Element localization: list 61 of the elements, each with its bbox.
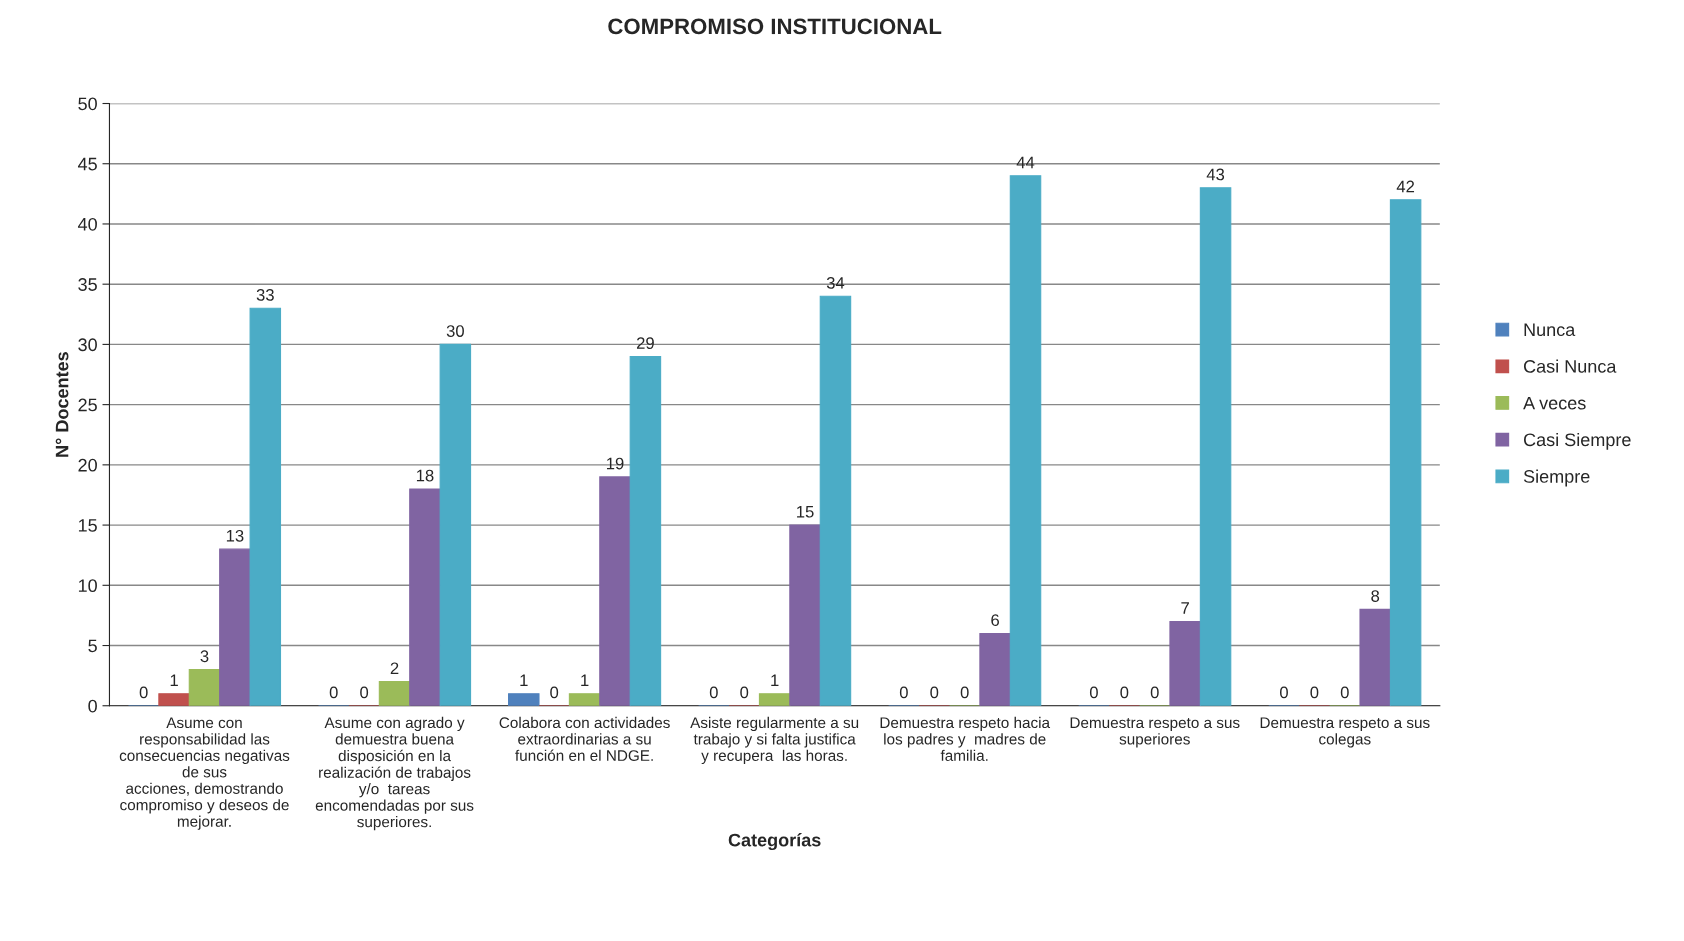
- y-tick-label: 5: [88, 639, 97, 653]
- data-label: 3: [200, 650, 209, 663]
- data-label: 15: [797, 505, 814, 518]
- data-label: 13: [226, 529, 244, 542]
- data-label: 0: [740, 686, 749, 699]
- data-label: 1: [581, 674, 589, 687]
- y-tick-label: 50: [78, 97, 97, 111]
- data-label: 0: [1310, 686, 1319, 699]
- data-label: 0: [1089, 686, 1098, 699]
- data-label: 0: [139, 686, 148, 699]
- x-tick-label: Colabora con actividades extraordinarias a su función en el NDGE.: [499, 716, 670, 761]
- x-tick-label: Asiste regularmente a su trabajo y si falta justifica y recupera las horas.: [690, 716, 859, 765]
- data-label: 0: [360, 686, 369, 699]
- data-label: 33: [256, 289, 274, 301]
- x-axis-title: Categorías: [728, 833, 821, 851]
- y-tick-label: 25: [78, 398, 97, 412]
- data-label: 0: [899, 686, 908, 699]
- data-label: 18: [416, 469, 434, 482]
- data-label: 0: [1279, 686, 1288, 699]
- x-tick-label: Demuestra respeto a sus colegas: [1260, 717, 1430, 748]
- x-tick-label: Demuestra respeto hacia los padres y madres de familia.: [880, 716, 1051, 761]
- y-tick-label: 15: [78, 519, 97, 532]
- data-label: 8: [1371, 590, 1380, 602]
- data-label: 42: [1396, 180, 1415, 193]
- legend-label: Nunca: [1524, 323, 1576, 337]
- data-label: 44: [1016, 156, 1035, 169]
- y-tick-label: 30: [78, 338, 97, 352]
- data-label: 0: [550, 686, 559, 699]
- data-label: 0: [960, 686, 969, 699]
- data-label: 1: [170, 674, 178, 687]
- legend-label: A veces: [1523, 396, 1586, 410]
- x-tick-label: Demuestra respeto a sus superiores: [1070, 717, 1240, 748]
- legend-label: Casi Siempre: [1523, 432, 1631, 450]
- x-tick-label: Asume con responsabilidad las consecuencias negativas de sus acciones, demostrando compromiso y deseos de mejorar.: [119, 717, 290, 830]
- data-label: 0: [1150, 686, 1159, 699]
- data-label: 1: [520, 674, 528, 687]
- data-label: 0: [1340, 686, 1349, 699]
- y-axis-title: N° Docentes: [55, 352, 69, 457]
- data-label: 7: [1181, 602, 1189, 614]
- data-label: 1: [771, 674, 779, 687]
- data-label: 0: [930, 686, 939, 699]
- chart-title: COMPROMISO INSTITUCIONAL: [608, 18, 942, 35]
- data-label: 30: [446, 325, 464, 337]
- data-label: 6: [991, 614, 999, 627]
- data-label: 2: [390, 662, 399, 675]
- x-tick-label: Asume con agrado y demuestra buena disposición en la realización de trabajos y/o tareas encomendadas por sus superiores.: [315, 716, 474, 831]
- data-label: 34: [826, 276, 845, 289]
- legend-label: Siempre: [1523, 469, 1590, 487]
- y-tick-label: 10: [78, 579, 97, 593]
- data-label: 19: [607, 457, 624, 470]
- y-tick-label: 20: [78, 458, 97, 472]
- y-tick-label: 0: [88, 699, 97, 713]
- data-label: 43: [1206, 168, 1225, 181]
- y-tick-label: 45: [77, 157, 97, 171]
- legend-label: Casi Nunca: [1523, 359, 1617, 373]
- y-tick-label: 40: [77, 217, 97, 231]
- data-label: 0: [1120, 686, 1129, 699]
- data-label: 0: [329, 686, 338, 699]
- y-tick-label: 35: [78, 278, 97, 291]
- data-label: 0: [709, 686, 718, 699]
- data-label: 29: [636, 337, 654, 349]
